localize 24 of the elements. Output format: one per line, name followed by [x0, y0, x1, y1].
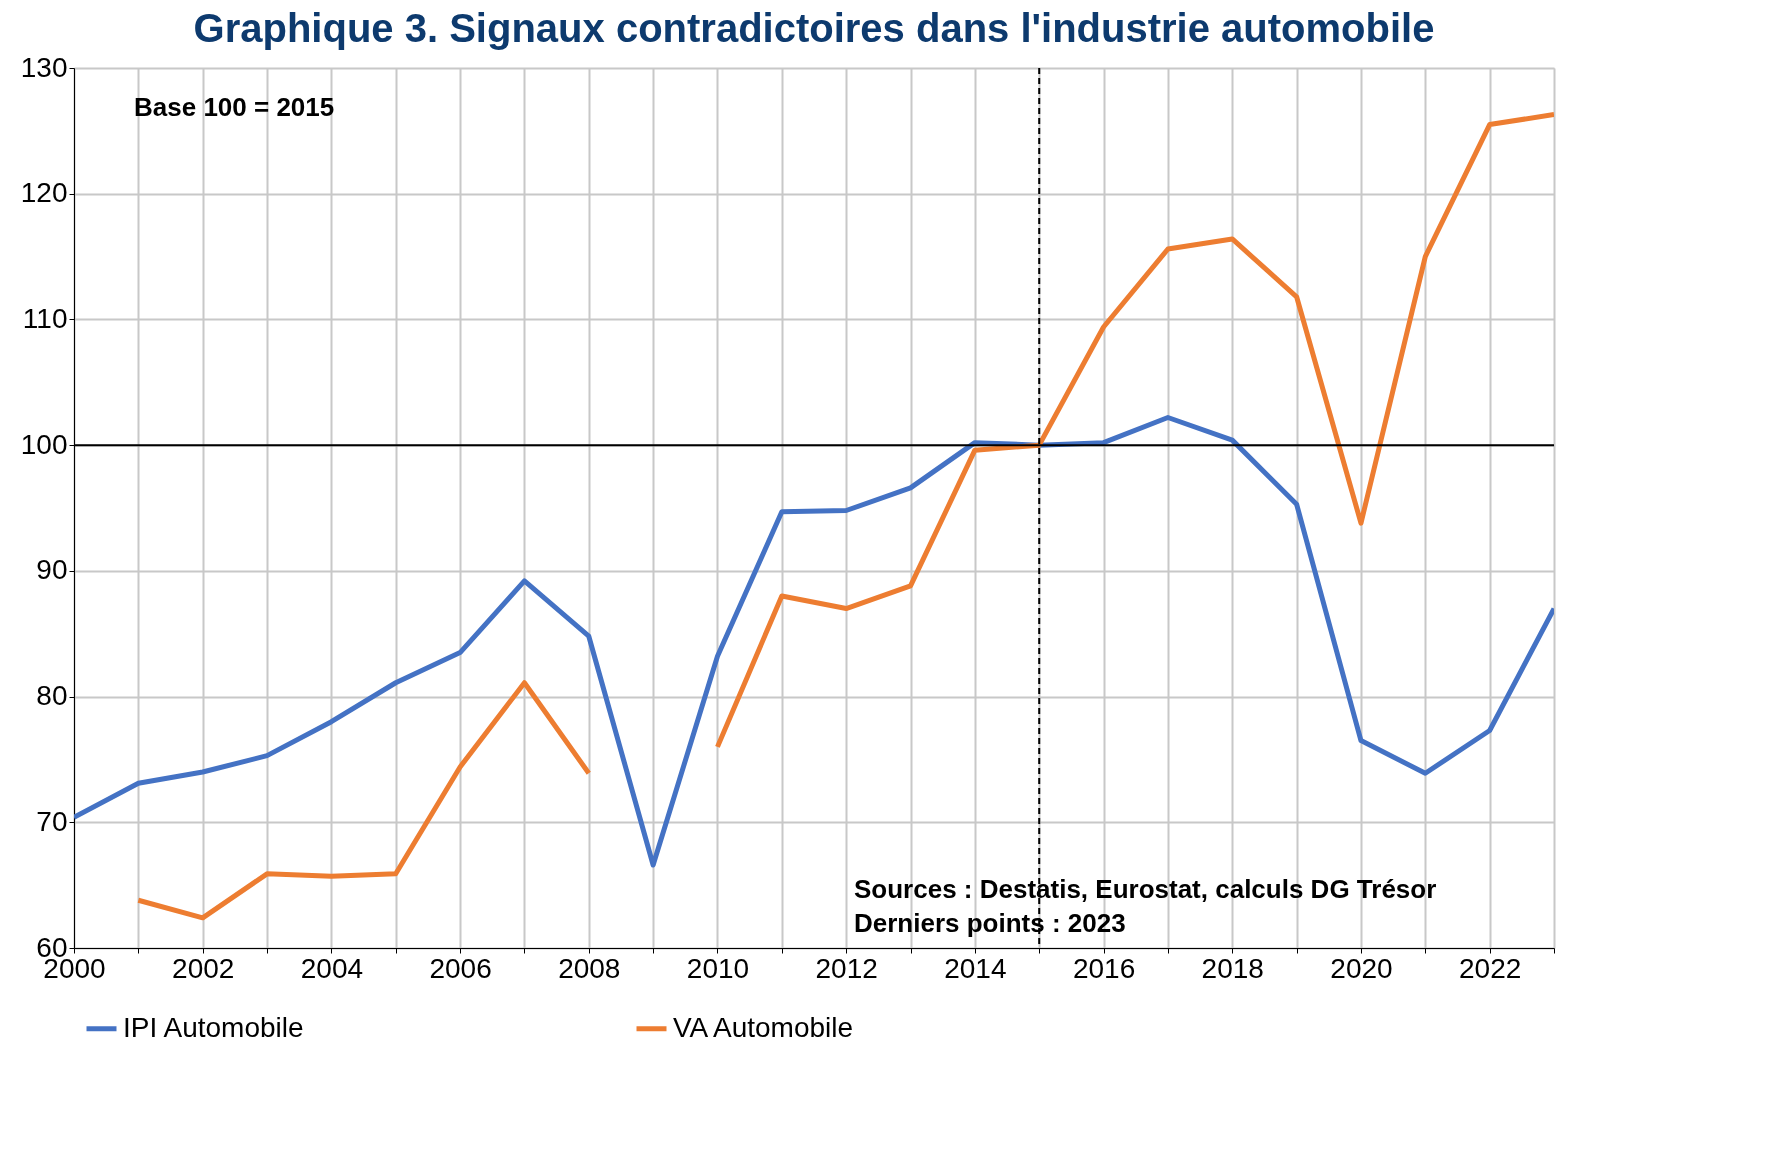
y-tick-label: 100: [20, 428, 68, 460]
x-tick-label: 2006: [429, 952, 492, 984]
x-tick-label: 2014: [944, 952, 1007, 984]
y-tick-label: 80: [36, 680, 68, 712]
y-tick-label: 90: [36, 554, 68, 586]
x-tick-label: 2018: [1201, 952, 1264, 984]
y-tick-label: 110: [22, 302, 68, 334]
legend-label: VA Automobile: [673, 1011, 854, 1043]
x-tick-label: 2016: [1072, 952, 1136, 984]
x-tick-label: 2008: [558, 952, 621, 984]
x-tick-label: 2002: [172, 952, 235, 984]
x-tick-label: 2004: [300, 952, 364, 984]
y-tick-label: 120: [20, 177, 68, 209]
annotation: Sources : Destatis, Eurostat, calculs DG Trésor: [854, 874, 1437, 904]
chart-title: Graphique 3. Signaux contradictoires dans l'industrie automobile: [193, 6, 1435, 50]
annotation: Derniers points : 2023: [854, 908, 1126, 938]
y-tick-label: 130: [20, 51, 68, 83]
legend-label: IPI Automobile: [123, 1011, 304, 1043]
x-tick-label: 2020: [1330, 952, 1393, 984]
x-tick-label: 2010: [686, 952, 750, 984]
annotation: Base 100 = 2015: [134, 92, 335, 122]
x-tick-label: 2022: [1459, 952, 1522, 984]
y-tick-label: 70: [36, 805, 68, 837]
x-tick-label: 2012: [815, 952, 878, 984]
